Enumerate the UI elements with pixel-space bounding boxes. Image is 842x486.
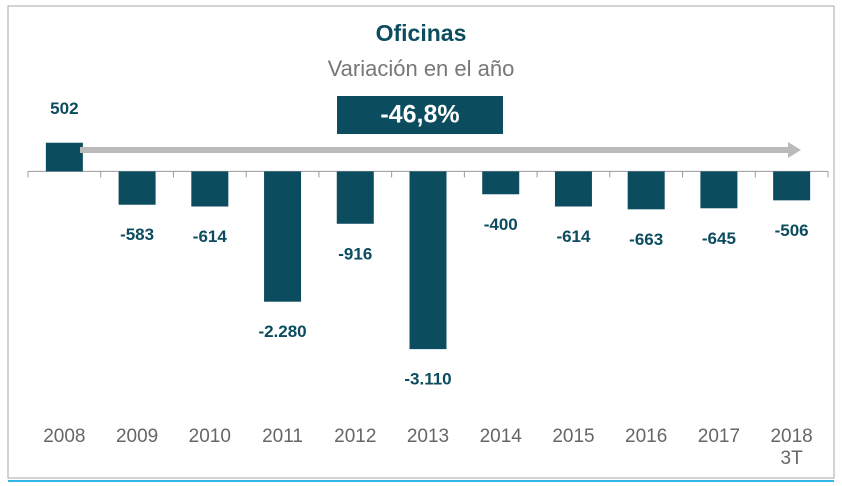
bar	[700, 171, 738, 209]
x-tick-label: 2008	[43, 426, 86, 447]
x-tick-label: 2012	[334, 426, 377, 447]
bar	[264, 171, 302, 302]
data-label: 502	[50, 99, 78, 118]
data-label: -2.280	[258, 322, 306, 341]
x-tick-label: 2017	[697, 426, 741, 447]
chart-title: Oficinas	[376, 20, 467, 46]
trend-arrow-head	[788, 142, 801, 158]
data-label: -614	[556, 227, 591, 246]
data-label: -583	[120, 225, 154, 244]
data-label: -916	[338, 244, 372, 263]
data-label: -645	[702, 229, 736, 248]
bar	[773, 171, 811, 201]
data-label: -614	[193, 227, 228, 246]
data-label: -400	[484, 215, 518, 234]
x-tick-label: 2015	[552, 426, 595, 447]
bar	[191, 171, 229, 207]
data-label: -3.110	[404, 370, 451, 389]
data-label: -663	[629, 230, 663, 249]
annotation-box	[337, 96, 503, 134]
x-tick-label: 2010	[188, 426, 231, 447]
bar	[627, 171, 665, 210]
x-tick-label: 2016	[625, 426, 668, 447]
x-tick-label: 2013	[406, 426, 450, 447]
bar	[482, 171, 520, 195]
annotation: -46,8%	[380, 101, 459, 129]
x-tick-label: 2018 3T	[770, 426, 813, 469]
x-tick-label: 2011	[262, 426, 303, 447]
bar	[118, 171, 156, 205]
frame	[7, 5, 835, 479]
chart-subtitle: Variación en el año	[328, 56, 515, 81]
bar	[45, 142, 83, 172]
x-tick-label: 2009	[115, 426, 159, 447]
bar	[336, 171, 374, 224]
bar	[409, 171, 447, 350]
bar	[554, 171, 592, 207]
data-label: -506	[775, 221, 809, 240]
x-tick-label: 2014	[479, 426, 522, 447]
